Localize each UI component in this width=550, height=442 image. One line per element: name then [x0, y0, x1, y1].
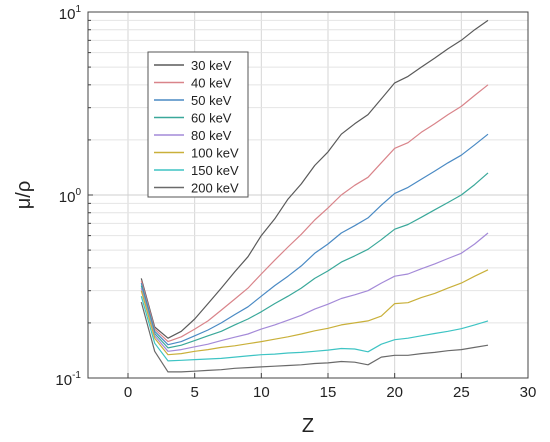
y-tick-label: 10-1: [55, 370, 81, 389]
y-tick-base: 10: [55, 372, 72, 389]
y-axis-label: μ/ρ: [13, 181, 35, 209]
legend-label: 100 keV: [191, 146, 239, 161]
series-line-4: [140, 232, 489, 352]
x-tick-label: 20: [386, 384, 403, 401]
legend-label: 30 keV: [191, 58, 232, 73]
series-line-1: [140, 84, 489, 343]
x-tick-label: 15: [320, 384, 337, 401]
x-tick-label: 5: [190, 384, 198, 401]
x-axis-label: Z: [302, 415, 314, 437]
series-line-7: [140, 301, 489, 373]
y-tick-exponent: -1: [72, 370, 81, 381]
series-line-3: [140, 172, 489, 349]
y-tick-base: 10: [59, 189, 76, 206]
legend-box: [147, 51, 249, 198]
legend-label: 200 keV: [191, 181, 239, 196]
legend-label: 40 keV: [191, 76, 232, 91]
series-line-5: [140, 269, 489, 356]
series-line-2: [140, 133, 489, 346]
series-line-6: [140, 296, 489, 362]
series-lines: [140, 19, 489, 373]
legend: 30 keV 40 keV 50 keV 60 keV 80 keV 100 keV 150…: [147, 51, 249, 198]
legend-label: 80 keV: [191, 128, 232, 143]
x-tick-label: 25: [453, 384, 470, 401]
y-tick-label: 101: [59, 4, 82, 23]
y-tick-exponent: 1: [75, 4, 81, 15]
grid: [88, 12, 529, 379]
x-tick-label: 0: [124, 384, 132, 401]
y-tick-label: 100: [59, 187, 82, 206]
legend-label: 50 keV: [191, 93, 232, 108]
x-tick-label: 10: [253, 384, 270, 401]
x-tick-label: 30: [520, 384, 537, 401]
legend-label: 60 keV: [191, 111, 232, 126]
legend-label: 150 keV: [191, 163, 239, 178]
y-tick-exponent: 0: [75, 187, 81, 198]
series-line-0: [140, 19, 489, 339]
y-tick-base: 10: [59, 6, 76, 23]
